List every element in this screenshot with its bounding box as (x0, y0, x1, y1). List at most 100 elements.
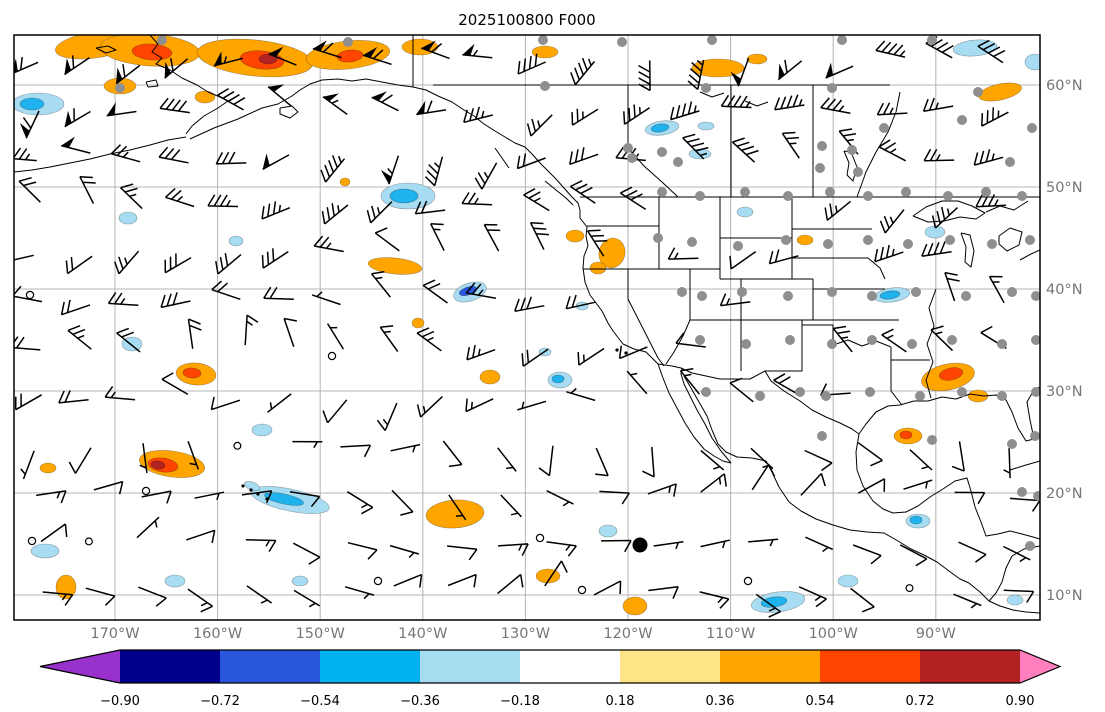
anomaly-patch (194, 90, 216, 104)
barb-staff (187, 318, 202, 349)
wind-barb (42, 591, 74, 606)
wind-barb (58, 390, 89, 404)
wind-barb (246, 585, 273, 604)
wind-barb (731, 137, 759, 163)
anomaly-patch (264, 492, 304, 506)
calm-wind-circle (25, 290, 35, 300)
wind-barb (138, 586, 167, 607)
wind-barb (211, 280, 241, 301)
station-dot (997, 391, 1007, 401)
barb-staff (160, 292, 191, 309)
barb-staff (954, 491, 986, 505)
wind-barb (875, 40, 906, 58)
station-dot (927, 35, 937, 45)
station-dot (157, 35, 167, 45)
wind-barb (65, 255, 93, 275)
barb-staff (593, 580, 622, 596)
wind-barb (623, 104, 651, 125)
station-dot (707, 35, 717, 45)
wind-barb (261, 201, 291, 220)
wind-barb (14, 254, 34, 261)
station-dot (957, 387, 967, 397)
barb-staff (115, 64, 141, 85)
barb-staff (261, 201, 291, 220)
wind-barb (526, 114, 553, 137)
barb-flag (64, 110, 72, 127)
wind-barb (748, 538, 779, 547)
coastline (1019, 249, 1040, 261)
wind-barb (465, 282, 497, 299)
barb-staff (313, 235, 344, 253)
station-dot (657, 187, 667, 197)
wind-barb (120, 183, 143, 210)
station-dot (1031, 387, 1040, 397)
barb-staff (210, 396, 241, 411)
anomaly-patch (251, 423, 273, 437)
barb-staff (565, 294, 596, 310)
anomaly-patch (389, 188, 419, 204)
wind-barb (462, 43, 493, 59)
cbar-tick-label: 0.54 (806, 694, 835, 709)
wind-barb (921, 241, 952, 257)
station-dot (827, 83, 837, 93)
station-dot (1031, 291, 1040, 301)
wind-barb (64, 55, 90, 76)
anomaly-patch (39, 462, 57, 474)
station-dot (697, 291, 707, 301)
barb-staff (138, 586, 167, 607)
wind-barb (755, 593, 781, 618)
anomaly-patch (164, 574, 186, 588)
wind-barb (115, 64, 141, 85)
wind-barb (720, 94, 752, 109)
coastline (858, 386, 1040, 442)
barb-staff (246, 585, 273, 604)
calm-wind-circle (84, 537, 93, 546)
wind-barb (648, 585, 679, 599)
station-dot (755, 391, 765, 401)
barb-flag (730, 71, 741, 87)
coastline (627, 85, 679, 198)
barb-staff (347, 541, 378, 560)
wind-barb (313, 235, 344, 253)
calm-wind-circle (577, 585, 587, 595)
wind-barb (84, 537, 93, 546)
wind-barb (422, 279, 448, 304)
wind-barb (1009, 497, 1040, 512)
wind-barb (626, 370, 648, 395)
wind-barb (293, 589, 321, 608)
wind-barb (366, 201, 393, 224)
wind-barb (569, 147, 599, 166)
wind-barb (322, 399, 348, 424)
cbar-tick-label: −0.72 (200, 694, 240, 709)
lon-tick-label: 140°W (398, 626, 447, 642)
cbar-segment (820, 650, 921, 683)
barb-staff (720, 94, 752, 109)
barb-staff (517, 400, 547, 411)
coastline (683, 375, 1040, 614)
barb-staff (618, 345, 648, 360)
barb-staff (570, 57, 596, 86)
coastline (855, 433, 1040, 540)
barb-flag (825, 62, 833, 78)
barb-staff (729, 250, 757, 270)
wind-barb (571, 108, 599, 126)
wind-barb (371, 91, 399, 112)
barb-staff (213, 56, 243, 67)
barb-staff (1003, 545, 1031, 563)
barb-staff (805, 536, 834, 553)
anomaly-patch (909, 515, 923, 525)
wind-barb (186, 529, 216, 544)
barb-staff (599, 490, 630, 505)
barb-staff (79, 175, 96, 204)
barb-staff (67, 325, 92, 350)
coastline (680, 367, 732, 464)
wind-barb (521, 348, 549, 367)
wind-barb (320, 155, 346, 183)
anomaly-patch (589, 261, 607, 275)
wind-barb (60, 299, 91, 316)
station-dot (943, 191, 953, 201)
wind-barb (517, 400, 547, 411)
barb-staff (930, 325, 954, 352)
wind-barb (954, 491, 986, 505)
